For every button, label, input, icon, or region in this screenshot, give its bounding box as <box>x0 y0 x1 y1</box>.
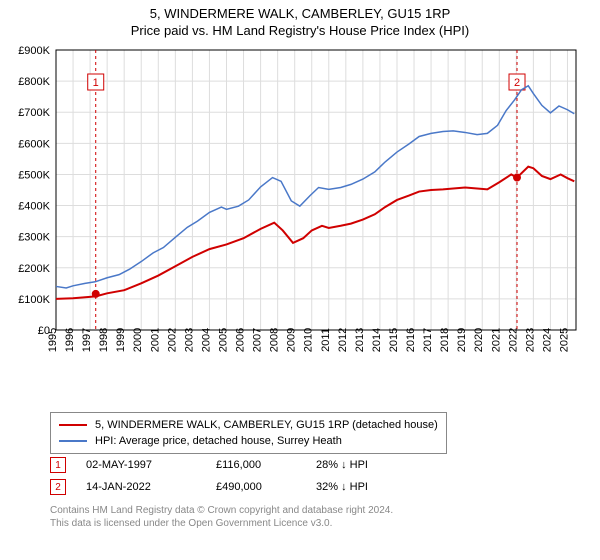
svg-text:2024: 2024 <box>541 328 553 352</box>
svg-text:2008: 2008 <box>269 328 281 352</box>
legend-label-paid: 5, WINDERMERE WALK, CAMBERLEY, GU15 1RP … <box>95 419 438 431</box>
svg-text:£200K: £200K <box>18 263 50 275</box>
svg-text:2014: 2014 <box>371 328 383 352</box>
svg-text:2020: 2020 <box>473 328 485 352</box>
svg-text:£800K: £800K <box>18 76 50 88</box>
svg-text:£600K: £600K <box>18 138 50 150</box>
svg-text:£900K: £900K <box>18 45 50 57</box>
footer-line2: This data is licensed under the Open Gov… <box>50 517 393 530</box>
svg-text:2013: 2013 <box>354 328 366 352</box>
svg-text:2001: 2001 <box>149 328 161 352</box>
legend-swatch-paid <box>59 424 87 426</box>
svg-text:1999: 1999 <box>115 328 127 352</box>
legend-swatch-hpi <box>59 440 87 442</box>
svg-text:£500K: £500K <box>18 169 50 181</box>
svg-text:£100K: £100K <box>18 294 50 306</box>
page-subtitle: Price paid vs. HM Land Registry's House … <box>0 23 600 38</box>
svg-text:1997: 1997 <box>81 328 93 352</box>
price-chart: £0£100K£200K£300K£400K£500K£600K£700K£80… <box>8 42 592 402</box>
svg-text:2023: 2023 <box>524 328 536 352</box>
legend-label-hpi: HPI: Average price, detached house, Surr… <box>95 435 342 447</box>
svg-text:2015: 2015 <box>388 328 400 352</box>
svg-text:2012: 2012 <box>337 328 349 352</box>
svg-text:2022: 2022 <box>507 328 519 352</box>
svg-text:2009: 2009 <box>286 328 298 352</box>
svg-text:1996: 1996 <box>64 328 76 352</box>
svg-text:£400K: £400K <box>18 201 50 213</box>
event-price: £116,000 <box>216 459 316 471</box>
svg-text:2000: 2000 <box>132 328 144 352</box>
svg-text:2010: 2010 <box>303 328 315 352</box>
svg-text:2016: 2016 <box>405 328 417 352</box>
svg-text:2018: 2018 <box>439 328 451 352</box>
event-table: 1 02-MAY-1997 £116,000 28% ↓ HPI 2 14-JA… <box>50 454 436 498</box>
svg-text:2021: 2021 <box>490 328 502 352</box>
legend: 5, WINDERMERE WALK, CAMBERLEY, GU15 1RP … <box>50 412 447 454</box>
svg-text:2: 2 <box>514 77 520 89</box>
svg-text:2011: 2011 <box>320 328 332 352</box>
event-diff: 28% ↓ HPI <box>316 459 436 471</box>
event-marker-1: 1 <box>50 457 66 473</box>
svg-text:1998: 1998 <box>98 328 110 352</box>
svg-text:1: 1 <box>93 77 99 89</box>
svg-text:2019: 2019 <box>456 328 468 352</box>
svg-text:2017: 2017 <box>422 328 434 352</box>
svg-text:£700K: £700K <box>18 107 50 119</box>
page-title: 5, WINDERMERE WALK, CAMBERLEY, GU15 1RP <box>0 6 600 21</box>
svg-text:2007: 2007 <box>252 328 264 352</box>
event-diff: 32% ↓ HPI <box>316 481 436 493</box>
svg-text:2003: 2003 <box>183 328 195 352</box>
footer: Contains HM Land Registry data © Crown c… <box>50 504 393 530</box>
svg-text:2025: 2025 <box>558 328 570 352</box>
event-date: 14-JAN-2022 <box>86 481 216 493</box>
event-marker-2: 2 <box>50 479 66 495</box>
event-date: 02-MAY-1997 <box>86 459 216 471</box>
svg-text:£300K: £300K <box>18 232 50 244</box>
svg-text:1995: 1995 <box>47 328 59 352</box>
svg-text:2006: 2006 <box>235 328 247 352</box>
footer-line1: Contains HM Land Registry data © Crown c… <box>50 504 393 517</box>
svg-text:2005: 2005 <box>217 328 229 352</box>
event-price: £490,000 <box>216 481 316 493</box>
svg-text:2002: 2002 <box>166 328 178 352</box>
svg-text:2004: 2004 <box>200 328 212 352</box>
